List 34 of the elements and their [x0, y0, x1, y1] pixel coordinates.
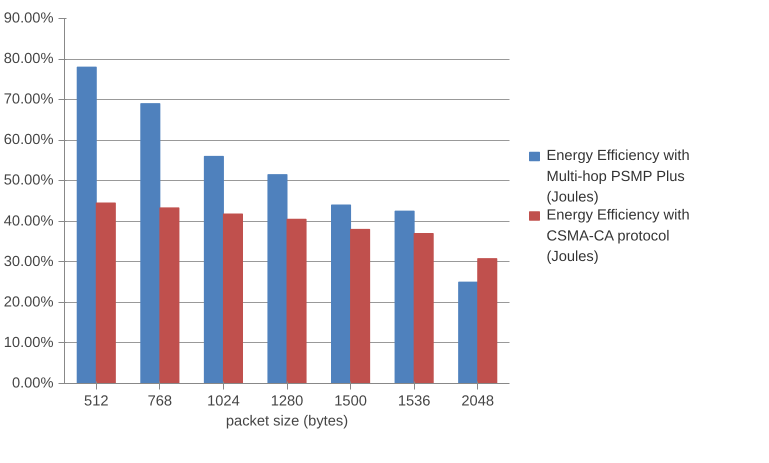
y-tick-label: 30.00%: [4, 254, 54, 270]
bar: [350, 228, 370, 384]
bar: [477, 258, 498, 384]
bar: [96, 202, 116, 384]
bar: [76, 66, 97, 384]
bar: [414, 232, 434, 384]
y-tick-label: 10.00%: [4, 334, 54, 351]
x-axis-title: packet size (bytes): [226, 414, 348, 430]
bar: [140, 103, 160, 384]
x-tick-label: 2048: [461, 394, 494, 410]
y-tick-label: 80.00%: [4, 51, 54, 68]
bar: [286, 218, 307, 384]
y-tick-label: 40.00%: [4, 213, 54, 230]
y-tick-label: 70.00%: [4, 92, 54, 108]
legend-label: Energy Efficiency with Multi-hop PSMP Plus (Joules): [546, 148, 690, 206]
bar: [458, 282, 478, 384]
x-tick-label: 512: [84, 394, 109, 410]
bar: [204, 156, 224, 384]
y-tick-label: 0.00%: [12, 376, 54, 392]
x-tick-label: 768: [148, 394, 172, 410]
x-tick-label: 1024: [207, 394, 240, 410]
y-tick-label: 20.00%: [4, 294, 54, 310]
y-tick-label: 50.00%: [4, 172, 54, 189]
bar: [394, 210, 415, 384]
x-tick-label: 1500: [334, 394, 367, 410]
x-tick-label: 1536: [398, 394, 430, 410]
bar: [267, 174, 288, 384]
y-tick-label: 60.00%: [4, 132, 54, 148]
bar: [159, 207, 180, 384]
y-tick-label: 90.00%: [4, 10, 54, 26]
x-tick-label: 1280: [270, 394, 304, 410]
bar: [222, 213, 243, 384]
bar: [331, 204, 352, 384]
legend-label: Energy Efficiency with CSMA-CA protocol (Joules): [546, 208, 690, 266]
